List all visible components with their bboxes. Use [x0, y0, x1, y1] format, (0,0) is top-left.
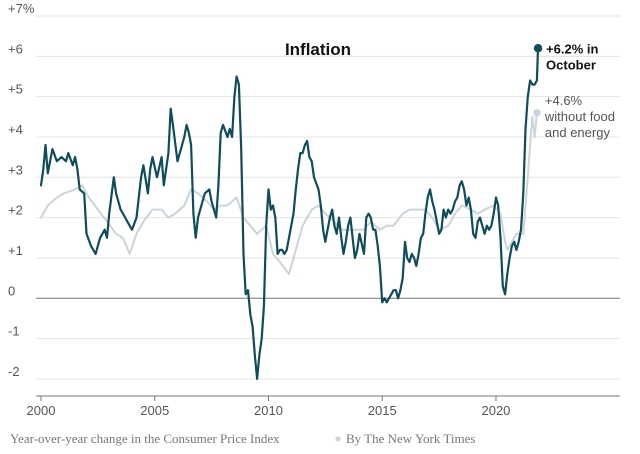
annotation-line: and energy	[545, 125, 611, 140]
y-tick-label: -1	[8, 324, 20, 339]
x-tick-label: 2000	[27, 403, 56, 418]
y-tick-label: +2	[8, 203, 23, 218]
core-annotation: +4.6% without food and energy	[544, 93, 615, 140]
x-tick-label: 2015	[368, 403, 397, 418]
x-axis: 2000 2005 2010 2015 2020	[27, 395, 620, 418]
chart-footer: Year-over-year change in the Consumer Pr…	[10, 431, 475, 446]
y-tick-label: +3	[8, 162, 23, 177]
y-tick-label: +6	[8, 41, 23, 56]
source-note: Year-over-year change in the Consumer Pr…	[10, 431, 280, 446]
annotation-line: October	[546, 57, 596, 72]
annotation-line: without food	[544, 109, 615, 124]
x-tick-label: 2010	[254, 403, 283, 418]
y-tick-label: +7%	[8, 1, 35, 16]
annotation-line: +4.6%	[545, 93, 583, 108]
annotation-line: +6.2% in	[546, 41, 598, 56]
y-tick-label: -2	[8, 364, 20, 379]
x-tick-label: 2020	[481, 403, 510, 418]
series-lines	[39, 47, 540, 380]
headline-annotation: +6.2% in October	[546, 41, 598, 72]
headline-end-dot	[533, 44, 543, 53]
y-tick-label: +4	[8, 122, 23, 137]
endpoint-dots	[533, 44, 543, 117]
y-axis-ticks: +7% +6 +5 +4 +3 +2 +1 0 -1 -2	[8, 1, 35, 379]
gridlines	[36, 15, 620, 380]
y-tick-label: +5	[8, 82, 23, 97]
chart-title: Inflation	[285, 40, 351, 59]
y-tick-label: +1	[8, 243, 23, 258]
core-cpi-line	[40, 111, 538, 276]
credit-note: By The New York Times	[346, 431, 475, 446]
x-tick-label: 2005	[140, 403, 169, 418]
headline-cpi-line	[39, 47, 540, 380]
footer-bullet	[335, 436, 341, 442]
y-tick-label: 0	[8, 283, 15, 298]
annotations: +6.2% in October +4.6% without food and ener…	[544, 41, 615, 140]
core-end-dot	[533, 109, 541, 117]
